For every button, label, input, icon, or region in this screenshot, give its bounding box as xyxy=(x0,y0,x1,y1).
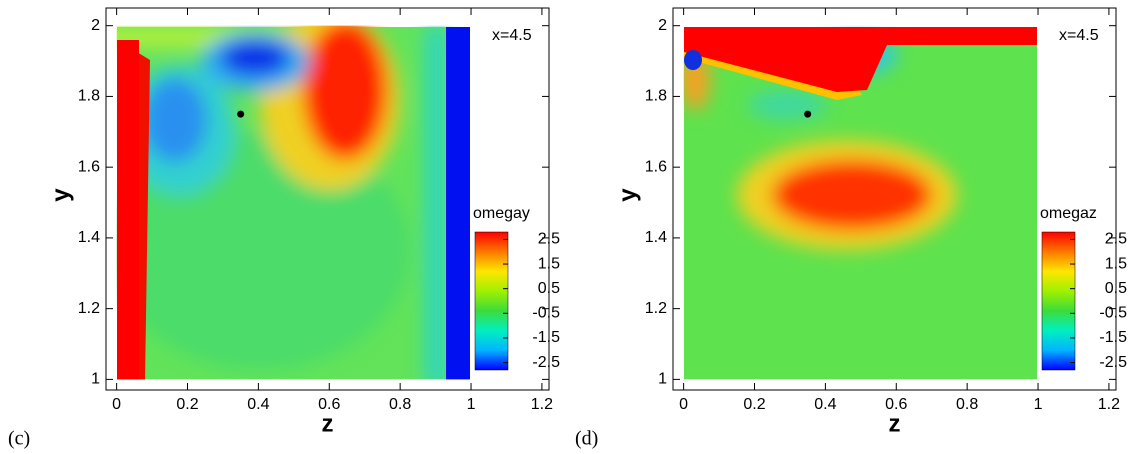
x-tick-label: 1 xyxy=(467,396,476,413)
colorbar-tick-label: 0.5 xyxy=(538,280,560,297)
colorbar-tick-label: 1.5 xyxy=(538,255,560,272)
x-tick-label: 1.2 xyxy=(1098,396,1120,413)
x-axis-label: z xyxy=(322,410,334,437)
colorbar-tick-label: -1.5 xyxy=(532,329,560,346)
panel: 0 0.2 0.4 0.6 0.8 1 1.2 1 1.2 1.4 1.6 1.8 2 z y (c) x=4.… xyxy=(8,7,560,450)
colorbar-label: omegay xyxy=(473,205,530,222)
panel-label: (d) xyxy=(575,428,598,450)
x-tick-label: 0.4 xyxy=(814,396,836,413)
y-tick-label: 1.8 xyxy=(78,88,100,105)
x-tick-label: 0.2 xyxy=(176,396,198,413)
x-tick-label: 1.2 xyxy=(531,396,553,413)
contour-field xyxy=(116,25,470,380)
y-tick-label: 1.8 xyxy=(645,88,667,105)
colorbar-tick-label: 2.5 xyxy=(538,231,560,248)
x-tick-label: 0 xyxy=(679,396,688,413)
y-tick-label: 1 xyxy=(91,371,100,388)
x-tick-label: 0.4 xyxy=(247,396,269,413)
y-tick-label: 1.2 xyxy=(645,300,667,317)
colorbar-tick-label: 2.5 xyxy=(1105,231,1127,248)
marker-point xyxy=(804,110,812,118)
colorbar-tick-label: 1.5 xyxy=(1105,255,1127,272)
x-tick-label: 0.2 xyxy=(743,396,765,413)
colorbar-tick-label: -2.5 xyxy=(532,354,560,371)
marker-point xyxy=(237,110,245,118)
colorbar-tick-label: 0.5 xyxy=(1105,280,1127,297)
x-tick-label: 0.6 xyxy=(318,396,340,413)
panel: 0 0.2 0.4 0.6 0.8 1 1.2 1 1.2 1.4 1.6 1.8 2 z y (d) x=4.… xyxy=(575,7,1127,450)
y-axis-label: y xyxy=(614,188,641,202)
colorbar xyxy=(1041,231,1076,371)
colorbar xyxy=(474,231,509,371)
x-axis-label: z xyxy=(889,410,901,437)
y-tick-label: 1.6 xyxy=(78,158,100,175)
x-tick-label: 0.8 xyxy=(956,396,978,413)
axes-frame xyxy=(672,7,1117,391)
chart-title: x=4.5 xyxy=(492,27,532,44)
y-tick-label: 1.4 xyxy=(78,229,100,246)
colorbar-tick-label: -1.5 xyxy=(1099,329,1127,346)
y-tick-label: 2 xyxy=(658,17,667,34)
x-tick-label: 0.8 xyxy=(389,396,411,413)
colorbar-tick-label: -2.5 xyxy=(1099,354,1127,371)
colorbar-label: omegaz xyxy=(1040,205,1097,222)
chart-title: x=4.5 xyxy=(1059,27,1099,44)
contour-field xyxy=(683,27,1037,380)
colorbar-tick-label: -0.5 xyxy=(532,305,560,322)
y-axis-label: y xyxy=(47,188,74,202)
y-tick-label: 1.6 xyxy=(645,158,667,175)
colorbar-tick-label: -0.5 xyxy=(1099,305,1127,322)
y-tick-label: 1.2 xyxy=(78,300,100,317)
axes-frame xyxy=(105,7,550,391)
y-tick-label: 2 xyxy=(91,17,100,34)
x-tick-label: 0 xyxy=(112,396,121,413)
x-tick-label: 1 xyxy=(1034,396,1043,413)
panel-label: (c) xyxy=(8,428,30,450)
y-tick-label: 1.4 xyxy=(645,229,667,246)
x-tick-label: 0.6 xyxy=(885,396,907,413)
y-tick-label: 1 xyxy=(658,371,667,388)
